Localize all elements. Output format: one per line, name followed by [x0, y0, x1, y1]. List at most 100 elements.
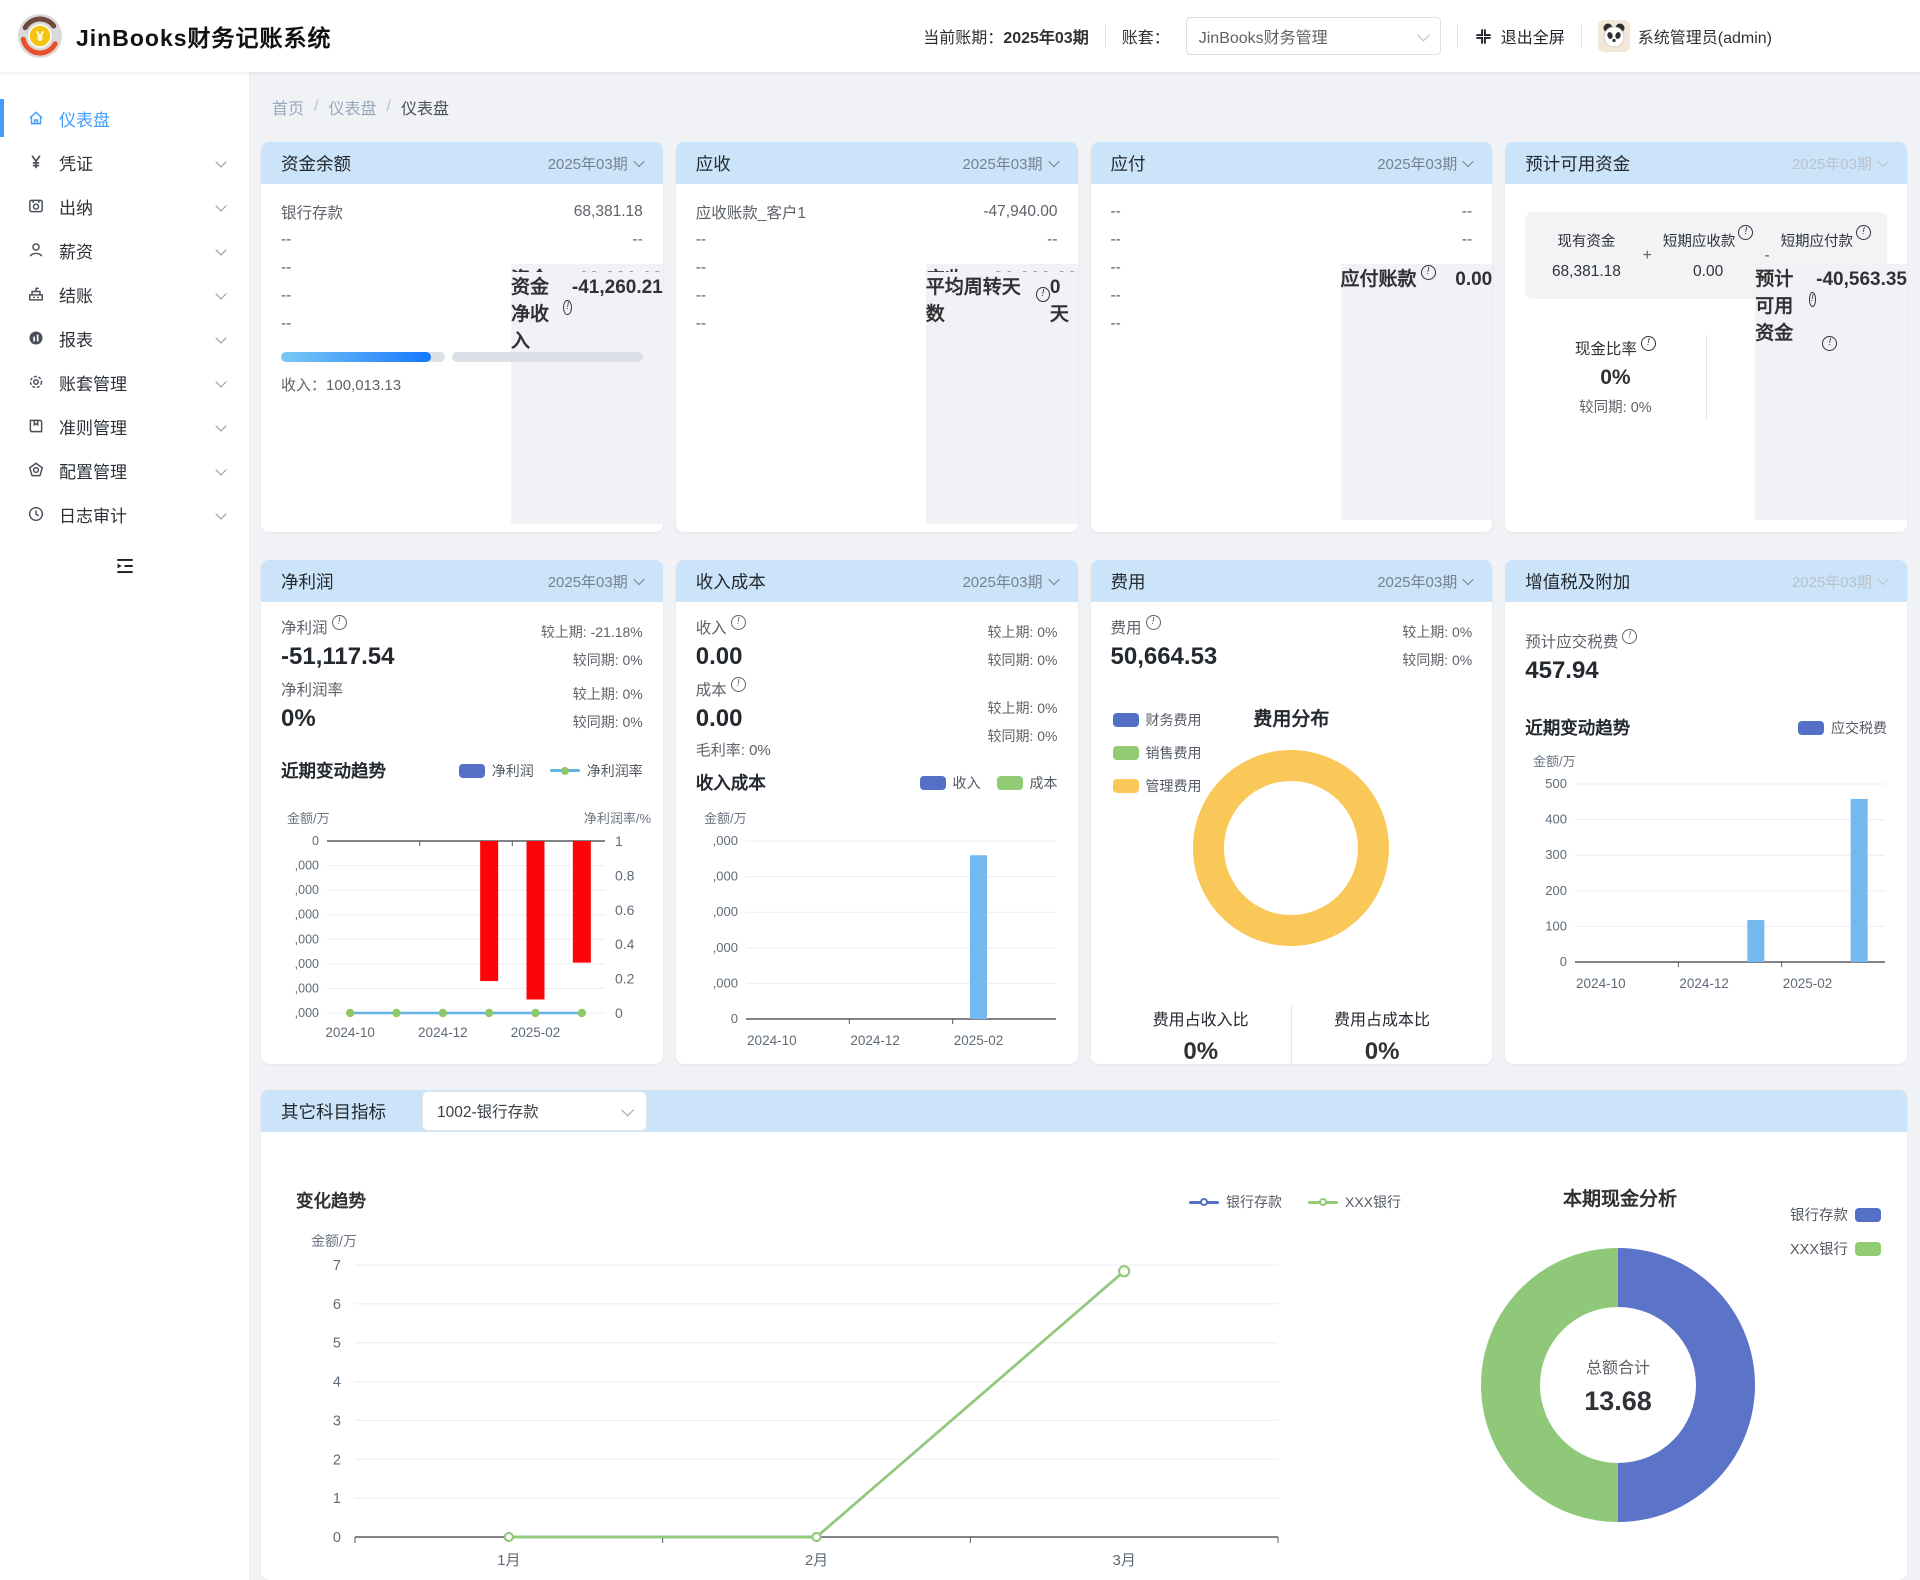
info-icon[interactable]: [1738, 225, 1754, 240]
card-title: 收入成本: [695, 571, 766, 592]
breadcrumb-dashboard[interactable]: 仪表盘: [328, 101, 377, 118]
legend-xxx-bank[interactable]: XXX银行: [1790, 1238, 1881, 1259]
main-content: 首页 / 仪表盘 / 仪表盘 资金余额 2025年03期 资金余额68,381.…: [250, 72, 1920, 1580]
info-icon[interactable]: [1640, 335, 1656, 351]
legend-cost[interactable]: 成本: [996, 773, 1058, 793]
sidebar-item-payroll[interactable]: 薪资: [0, 228, 249, 272]
info-icon[interactable]: [563, 300, 572, 315]
period-select[interactable]: 2025年03期: [1792, 571, 1889, 592]
chevron-down-icon: [215, 288, 227, 300]
card-title: 净利润: [281, 571, 334, 592]
period-select[interactable]: 2025年03期: [1377, 571, 1474, 592]
svg-text:,000: ,000: [295, 1006, 319, 1020]
period-select[interactable]: 2025年03期: [1792, 153, 1889, 174]
home-icon: [29, 111, 43, 125]
info-icon[interactable]: [1145, 614, 1161, 630]
sidebar-item-config-mgmt[interactable]: 配置管理: [0, 448, 249, 492]
card-net-profit: 净利润 2025年03期 净利润-51,117.54 较上期: -21.18%较…: [261, 560, 663, 1064]
cash-analysis-donut: [1481, 1248, 1755, 1522]
sidebar-item-voucher[interactable]: 凭证: [0, 140, 249, 184]
legend-net-profit[interactable]: 净利润: [458, 761, 534, 781]
card-vat-header: 增值税及附加 2025年03期: [1505, 560, 1907, 602]
period-select[interactable]: 2025年03期: [1377, 153, 1474, 174]
svg-text:2024-10: 2024-10: [747, 1033, 797, 1048]
exit-fullscreen-button[interactable]: 退出全屏: [1474, 24, 1565, 48]
legend-finance-expense[interactable]: 财务费用: [1112, 710, 1202, 730]
svg-text:100: 100: [1546, 918, 1568, 933]
svg-text:,000: ,000: [295, 859, 319, 873]
fund-row: ----: [281, 231, 643, 248]
svg-text:金额/万: 金额/万: [704, 811, 747, 826]
account-set-select[interactable]: JinBooks财务管理: [1185, 17, 1441, 55]
sidebar-item-closing[interactable]: 结账: [0, 272, 249, 316]
info-icon[interactable]: [1622, 628, 1638, 644]
income-value: 0.00: [695, 643, 743, 670]
cost-value: 0.00: [695, 705, 743, 732]
divider: [1456, 25, 1458, 47]
legend-tax-payable[interactable]: 应交税费: [1798, 718, 1887, 738]
info-icon[interactable]: [1808, 292, 1817, 307]
current-period: 当前账期： 2025年03期: [923, 30, 1089, 47]
expense-to-income-ratio: 费用占收入比 0%: [1152, 1012, 1249, 1064]
chevron-down-icon: [1877, 155, 1889, 168]
sidebar-item-cashier[interactable]: 出纳: [0, 184, 249, 228]
sidebar-item-accountset-mgmt[interactable]: 账套管理: [0, 360, 249, 404]
sidebar-item-standards-mgmt[interactable]: 准则管理: [0, 404, 249, 448]
chevron-down-icon: [1047, 155, 1060, 168]
net-income-label: 资金净收入: [511, 277, 550, 352]
sidebar-item-dashboard[interactable]: 仪表盘: [0, 96, 249, 140]
svg-text:2025-02: 2025-02: [953, 1033, 1003, 1048]
trend-section-title: 近期变动趋势: [281, 761, 386, 781]
legend-admin-expense[interactable]: 管理费用: [1112, 776, 1202, 796]
info-icon[interactable]: [331, 614, 347, 630]
subject-trend-chart: 金额/万 7 6 5 4 3 2 1 0 1月 2月 3月: [311, 1233, 1279, 1569]
info-icon[interactable]: [1822, 335, 1838, 351]
legend-bank-deposit-line[interactable]: 银行存款: [1189, 1192, 1282, 1212]
breadcrumb-home[interactable]: 首页: [272, 101, 305, 118]
app-logo-icon: ¥: [16, 12, 64, 60]
svg-text:2024-12: 2024-12: [850, 1033, 900, 1048]
svg-text:1: 1: [333, 1491, 341, 1507]
sidebar-item-audit-log[interactable]: 日志审计: [0, 492, 249, 536]
svg-text:0: 0: [615, 1005, 623, 1021]
chevron-down-icon: [215, 464, 227, 476]
card-title: 其它科目指标: [281, 1101, 386, 1122]
legend-xxx-bank-line[interactable]: XXX银行: [1308, 1192, 1401, 1212]
user-menu[interactable]: 系统管理员(admin): [1597, 20, 1772, 52]
svg-text:4: 4: [333, 1375, 341, 1391]
chevron-down-icon: [215, 244, 227, 256]
sidebar-item-reports[interactable]: 报表: [0, 316, 249, 360]
svg-text:,000: ,000: [712, 975, 737, 990]
info-icon[interactable]: [1856, 225, 1872, 240]
legend-bank-deposit[interactable]: 银行存款: [1790, 1204, 1881, 1225]
breadcrumb: 首页 / 仪表盘 / 仪表盘: [250, 72, 1920, 142]
info-icon[interactable]: [1035, 286, 1050, 302]
period-select[interactable]: 2025年03期: [548, 571, 645, 592]
info-icon[interactable]: [730, 614, 746, 630]
svg-text:¥: ¥: [36, 28, 44, 44]
period-select[interactable]: 2025年03期: [962, 571, 1060, 592]
chevron-down-icon: [633, 155, 645, 168]
chevron-down-icon: [215, 420, 227, 432]
period-select[interactable]: 2025年03期: [548, 153, 645, 174]
svg-text:2024-10: 2024-10: [1576, 976, 1626, 991]
legend-net-profit-rate[interactable]: 净利润率: [549, 761, 643, 781]
period-select[interactable]: 2025年03期: [962, 153, 1060, 174]
info-icon[interactable]: [1420, 265, 1436, 280]
income-cost-chart: 金额/万 ,000 ,000 ,000 ,000 ,000 0 2024-10 2024-12 2…: [704, 811, 1056, 1048]
legend-income[interactable]: 收入: [919, 773, 981, 793]
svg-text:6: 6: [333, 1297, 341, 1313]
vat-trend-chart: 金额/万 500 400 300 200 100 0 2024-10 2024-12 2025-0…: [1533, 754, 1886, 991]
svg-text:,000: ,000: [712, 940, 737, 955]
svg-text:0: 0: [1560, 954, 1567, 969]
sidebar-collapse-button[interactable]: [105, 550, 145, 582]
legend-sales-expense[interactable]: 销售费用: [1112, 743, 1202, 763]
net-profit-value: -51,117.54: [281, 643, 395, 670]
gross-margin: 毛利率: 0%: [695, 742, 771, 759]
info-icon[interactable]: [730, 676, 746, 692]
subject-select[interactable]: 1002-银行存款: [422, 1091, 647, 1131]
user-name: 系统管理员(admin): [1637, 30, 1772, 47]
card-fund-balance-header: 资金余额 2025年03期: [261, 142, 663, 184]
compress-icon: [1476, 28, 1491, 44]
expense-value: 50,664.53: [1110, 643, 1218, 670]
